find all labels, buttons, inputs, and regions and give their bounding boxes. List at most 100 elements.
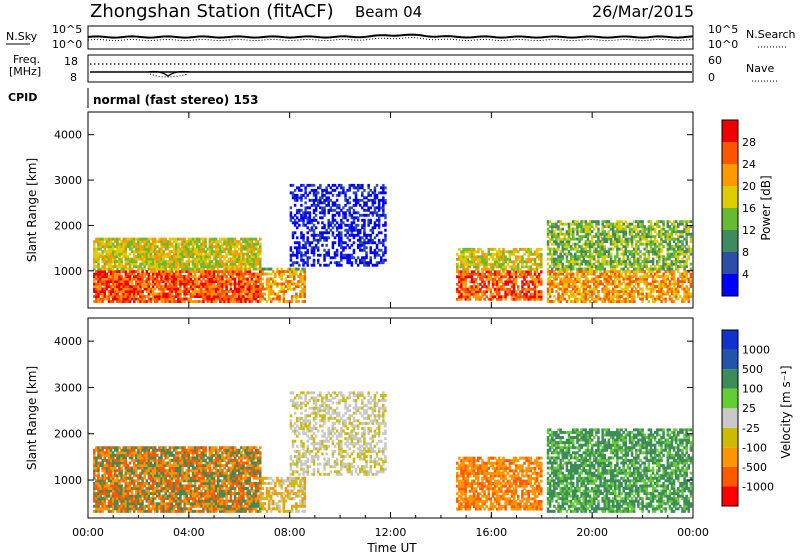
- power-cell: [120, 282, 123, 286]
- power-cell: [632, 250, 636, 254]
- power-cell: [512, 247, 516, 251]
- power-cell: [250, 245, 254, 249]
- power-cell: [181, 270, 184, 274]
- power-cell: [158, 257, 161, 261]
- power-cell: [116, 252, 119, 256]
- power-cell: [143, 240, 146, 244]
- power-cell: [193, 270, 197, 274]
- power-cell: [314, 188, 318, 192]
- power-cell: [103, 250, 107, 254]
- power-cell: [290, 272, 294, 276]
- power-cell: [470, 250, 474, 254]
- power-cell: [156, 295, 159, 298]
- power-cell: [565, 230, 569, 234]
- power-cell: [200, 287, 203, 291]
- power-cell: [498, 255, 501, 259]
- power-cell: [672, 285, 676, 288]
- power-cell: [472, 247, 476, 251]
- power-cell: [340, 256, 343, 260]
- power-cell: [126, 297, 130, 301]
- power-cell: [350, 263, 354, 267]
- power-cell: [231, 257, 235, 261]
- power-cell: [685, 225, 688, 229]
- power-cell: [250, 272, 254, 276]
- power-cell: [466, 260, 470, 264]
- power-cell: [582, 295, 586, 298]
- power-cell: [187, 267, 191, 271]
- power-cell: [618, 247, 621, 251]
- power-cell: [210, 260, 214, 264]
- power-cell: [346, 228, 349, 232]
- power-cell: [291, 193, 295, 197]
- power-cell: [586, 227, 590, 231]
- power-cell: [466, 270, 470, 274]
- power-cell: [244, 265, 247, 269]
- power-cell: [493, 252, 497, 256]
- power-cell: [512, 252, 516, 256]
- power-cell: [101, 260, 104, 264]
- power-cell: [670, 290, 674, 293]
- power-cell: [250, 290, 254, 293]
- power-cell: [660, 255, 663, 259]
- power-cell: [603, 232, 607, 236]
- power-cell: [242, 277, 245, 281]
- power-cell: [565, 277, 569, 281]
- power-cell: [187, 250, 191, 254]
- power-cell: [352, 256, 356, 260]
- power-cell: [145, 272, 149, 276]
- power-cell: [662, 272, 665, 276]
- power-cell: [124, 237, 128, 241]
- power-cell: [361, 261, 364, 265]
- power-cell: [130, 250, 134, 254]
- power-cell: [651, 247, 655, 251]
- power-cell: [563, 292, 567, 296]
- power-cell: [177, 262, 180, 266]
- power-cell: [662, 297, 665, 301]
- power-cell: [208, 247, 212, 251]
- power-cell: [666, 235, 670, 239]
- power-cell: [523, 297, 526, 301]
- power-cell: [597, 267, 600, 271]
- power-cell: [632, 292, 636, 296]
- power-cell: [371, 238, 375, 242]
- power-cell: [685, 292, 688, 296]
- power-cell: [681, 257, 684, 261]
- power-cell: [168, 287, 172, 291]
- power-cell: [590, 245, 594, 249]
- power-cell: [219, 275, 222, 279]
- power-cell: [293, 277, 296, 281]
- power-cell: [189, 282, 193, 286]
- power-cell: [200, 252, 203, 256]
- power-cell: [561, 222, 564, 226]
- power-cell: [377, 226, 381, 230]
- power-cell: [373, 211, 377, 215]
- power-cell: [512, 277, 516, 281]
- power-cell: [662, 290, 665, 293]
- power-cell: [225, 295, 228, 298]
- power-cell: [474, 297, 478, 301]
- power-cell: [489, 252, 493, 256]
- power-cell: [107, 240, 111, 244]
- power-cell: [210, 245, 214, 249]
- power-cell: [607, 247, 611, 251]
- power-cell: [616, 297, 619, 301]
- power-cell: [367, 186, 370, 190]
- power-cell: [212, 275, 216, 279]
- power-cell: [649, 225, 653, 229]
- power-cell: [628, 282, 632, 286]
- power-cell: [561, 267, 564, 271]
- power-cell: [574, 222, 577, 226]
- power-cell: [531, 277, 535, 281]
- power-cell: [563, 275, 567, 279]
- power-cell: [103, 247, 107, 251]
- power-cell: [620, 252, 623, 256]
- power-cell: [344, 196, 347, 200]
- power-cell: [240, 260, 243, 264]
- power-cell: [179, 250, 182, 254]
- power-cell: [643, 225, 646, 229]
- power-cell: [156, 252, 159, 256]
- power-cell: [506, 280, 509, 284]
- power-cell: [527, 247, 530, 251]
- power-cell: [327, 191, 330, 195]
- power-cell: [548, 237, 552, 241]
